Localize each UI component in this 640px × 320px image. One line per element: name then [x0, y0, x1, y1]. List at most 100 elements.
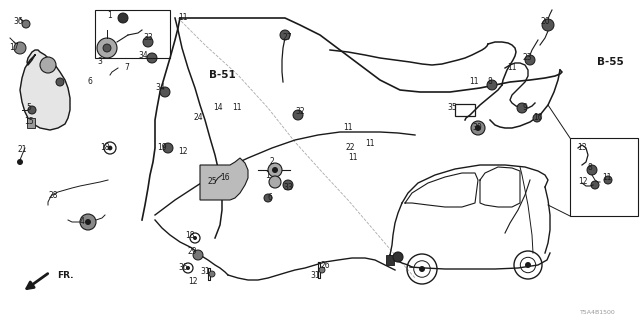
Circle shape	[280, 30, 290, 40]
Circle shape	[108, 146, 113, 150]
Text: 10: 10	[533, 114, 543, 123]
Circle shape	[283, 180, 293, 190]
Text: 16: 16	[220, 173, 230, 182]
Circle shape	[542, 19, 554, 31]
Text: 36: 36	[178, 263, 188, 273]
Circle shape	[40, 57, 56, 73]
Circle shape	[269, 176, 281, 188]
Text: 6: 6	[268, 194, 273, 203]
Circle shape	[604, 176, 612, 184]
Polygon shape	[200, 158, 248, 200]
Bar	[386, 255, 394, 265]
Text: 29: 29	[187, 247, 197, 257]
Text: 8: 8	[488, 77, 492, 86]
Text: 1: 1	[266, 171, 270, 180]
Text: 27: 27	[282, 34, 292, 43]
Bar	[570, 138, 638, 216]
Bar	[95, 10, 170, 58]
Text: 7: 7	[125, 63, 129, 73]
Text: 11: 11	[469, 77, 479, 86]
Text: 36: 36	[13, 18, 23, 27]
Text: 18: 18	[100, 143, 109, 153]
Text: 21: 21	[17, 146, 27, 155]
Circle shape	[143, 37, 153, 47]
Circle shape	[147, 53, 157, 63]
Circle shape	[293, 110, 303, 120]
Text: 11: 11	[343, 124, 353, 132]
Circle shape	[160, 87, 170, 97]
Text: 1: 1	[108, 11, 113, 20]
Circle shape	[525, 55, 535, 65]
Text: 12: 12	[179, 148, 188, 156]
Bar	[455, 104, 475, 116]
Text: 19: 19	[157, 143, 167, 153]
Circle shape	[97, 38, 117, 58]
Circle shape	[14, 42, 26, 54]
Text: 31: 31	[200, 268, 210, 276]
Circle shape	[419, 266, 425, 272]
Text: 22: 22	[345, 143, 355, 153]
Text: 11: 11	[508, 63, 516, 73]
Circle shape	[525, 262, 531, 268]
Text: 25: 25	[207, 178, 217, 187]
Text: 12: 12	[579, 178, 588, 187]
Circle shape	[475, 125, 481, 131]
Circle shape	[209, 271, 215, 277]
Text: T5A4B1500: T5A4B1500	[580, 310, 616, 316]
Text: 18: 18	[185, 230, 195, 239]
Circle shape	[487, 80, 497, 90]
Text: 11: 11	[365, 139, 375, 148]
Text: 24: 24	[193, 114, 203, 123]
Circle shape	[28, 106, 36, 114]
Text: 11: 11	[179, 13, 188, 22]
Circle shape	[533, 114, 541, 122]
Circle shape	[186, 266, 190, 270]
Circle shape	[80, 214, 96, 230]
Circle shape	[22, 20, 30, 28]
Circle shape	[193, 236, 197, 240]
Circle shape	[85, 219, 91, 225]
Text: 12: 12	[188, 277, 198, 286]
Text: 33: 33	[283, 183, 293, 193]
Text: 34: 34	[138, 51, 148, 60]
Text: 5: 5	[27, 103, 31, 113]
Circle shape	[264, 194, 272, 202]
Polygon shape	[20, 50, 70, 130]
Text: 20: 20	[540, 18, 550, 27]
Text: B-51: B-51	[209, 70, 236, 80]
Circle shape	[118, 13, 128, 23]
Circle shape	[517, 103, 527, 113]
Text: 23: 23	[522, 53, 532, 62]
Text: 11: 11	[232, 103, 242, 113]
Text: 8: 8	[588, 164, 593, 172]
Circle shape	[163, 143, 173, 153]
Text: 11: 11	[602, 173, 612, 182]
Text: 31: 31	[310, 270, 320, 279]
Text: 28: 28	[48, 190, 58, 199]
Text: 3: 3	[97, 58, 102, 67]
Circle shape	[587, 165, 597, 175]
Circle shape	[56, 78, 64, 86]
Text: 14: 14	[213, 103, 223, 113]
Text: 32: 32	[295, 108, 305, 116]
Circle shape	[17, 159, 23, 165]
Circle shape	[393, 252, 403, 262]
Text: 30: 30	[472, 124, 482, 132]
Circle shape	[193, 250, 203, 260]
Circle shape	[272, 167, 278, 173]
Text: 13: 13	[577, 143, 587, 153]
Text: 35: 35	[447, 103, 457, 113]
Text: 34: 34	[155, 84, 165, 92]
Text: 33: 33	[143, 34, 153, 43]
Bar	[27, 118, 35, 128]
Circle shape	[471, 121, 485, 135]
Text: FR.: FR.	[57, 271, 74, 281]
Circle shape	[103, 44, 111, 52]
Text: 11: 11	[348, 154, 358, 163]
Text: 17: 17	[9, 44, 19, 52]
Circle shape	[268, 163, 282, 177]
Text: 6: 6	[88, 77, 92, 86]
Circle shape	[319, 267, 325, 273]
Text: 2: 2	[269, 157, 275, 166]
Text: 4: 4	[79, 218, 84, 227]
